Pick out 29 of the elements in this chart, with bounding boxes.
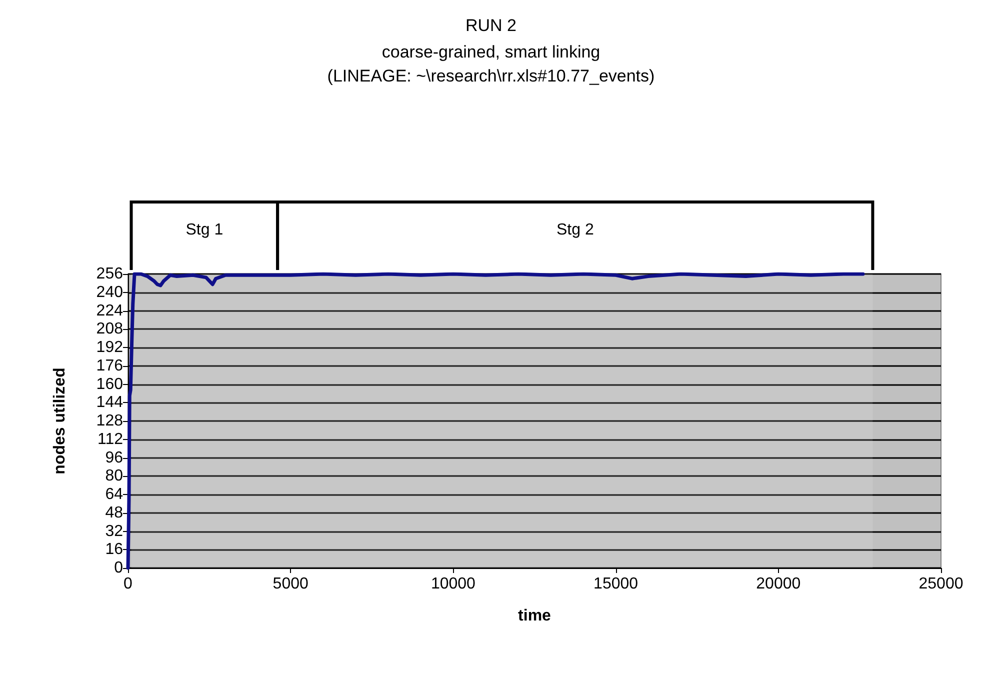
y-tick-label: 144 (96, 394, 124, 412)
y-tick-label: 32 (105, 522, 124, 540)
y-tick-label: 160 (96, 376, 124, 393)
x-tick-label: 5000 (272, 576, 308, 592)
line-series (126, 272, 865, 570)
y-tick-label: 240 (96, 284, 124, 301)
y-tick-label: 16 (105, 541, 124, 558)
y-tick-label: 192 (96, 339, 124, 356)
y-tick-label: 96 (105, 449, 124, 466)
x-tick-label: 10000 (430, 576, 476, 592)
y-tick-label: 208 (96, 320, 124, 338)
y-tick-label: 256 (96, 266, 124, 282)
y-tick-label: 128 (96, 412, 124, 430)
y-axis-title: nodes utilized (52, 368, 68, 474)
chart-title: RUN 2 (465, 16, 517, 35)
x-tick-label: 15000 (594, 576, 638, 592)
band-label: Stg 1 (186, 222, 224, 238)
y-tick-label: 80 (105, 468, 124, 485)
y-tick-label: 48 (105, 504, 124, 522)
x-axis-title: time (518, 608, 552, 624)
y-tick-label: 0 (114, 560, 124, 576)
y-tick-label: 64 (105, 486, 124, 503)
y-tick-label: 176 (96, 357, 124, 374)
chart-subtitle: coarse-grained, smart linking (LINEAGE: ~\research\rr.xls#10.77_events) (327, 42, 655, 86)
y-tick-label: 112 (97, 430, 124, 448)
y-tick-label: 224 (96, 302, 124, 320)
x-tick-label: 20000 (756, 576, 801, 592)
x-tick-label: 25000 (918, 576, 964, 592)
band-label: Stg 2 (556, 222, 594, 238)
